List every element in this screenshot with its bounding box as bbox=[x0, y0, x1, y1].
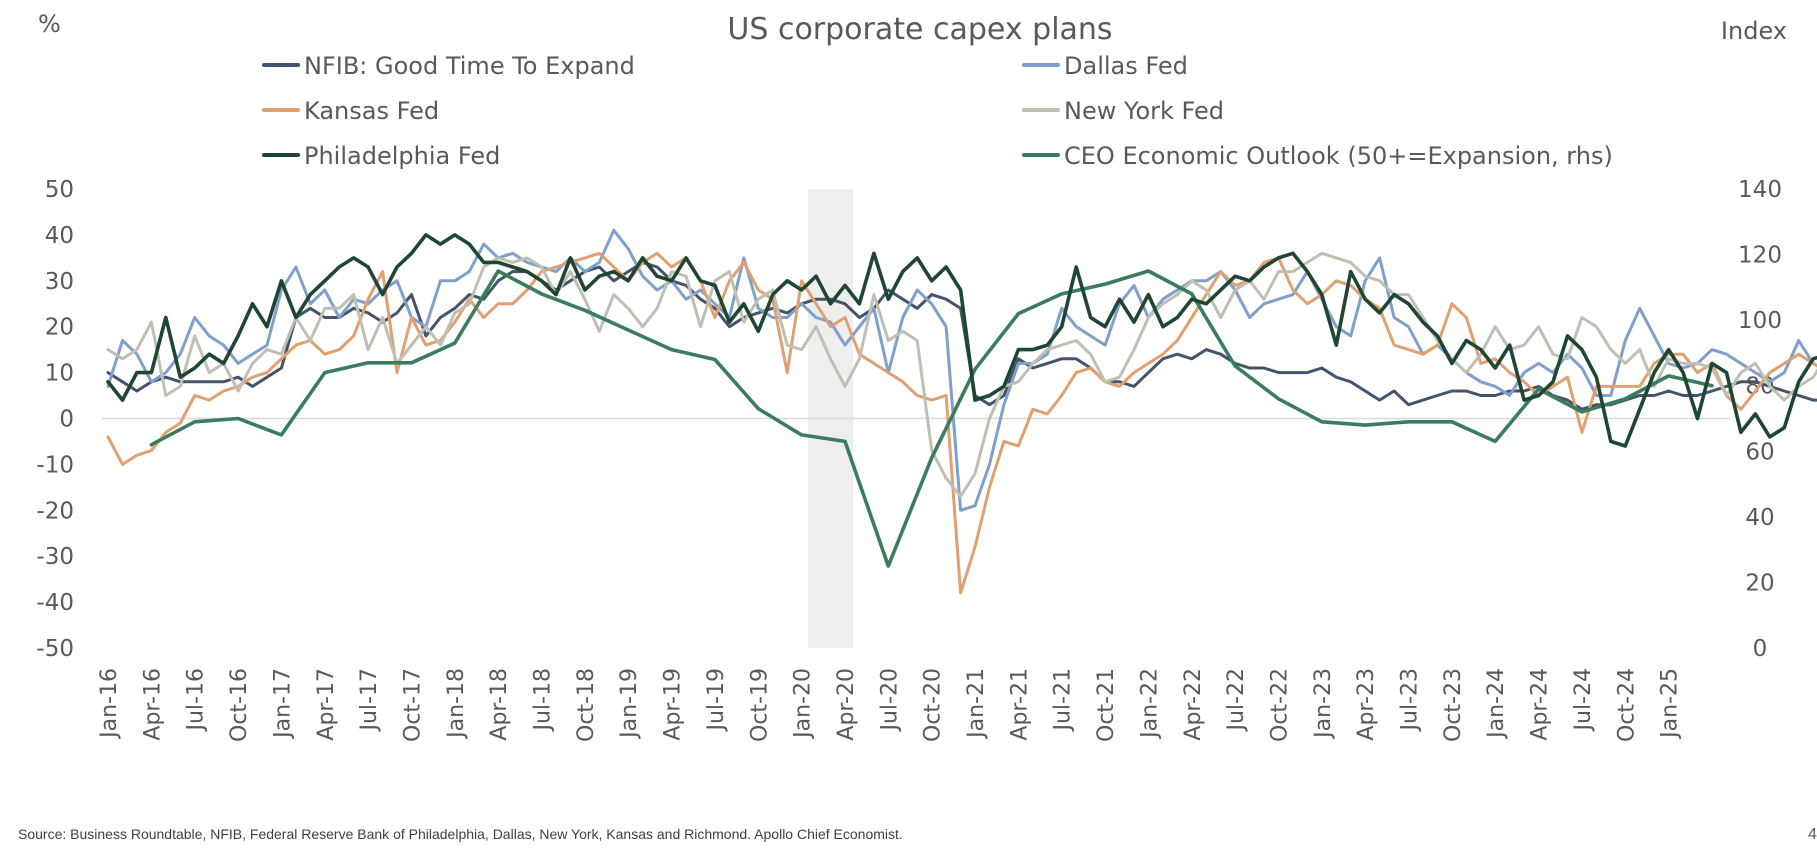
y-tick-left: 30 bbox=[45, 269, 74, 295]
y-tick-left: -20 bbox=[36, 498, 74, 524]
x-tick-label: Apr-17 bbox=[314, 668, 339, 741]
y-axis-left: 50 40 30 20 10 0 -10 -20 -30 -40 -50 bbox=[36, 177, 74, 662]
x-tick-label: Apr-18 bbox=[487, 668, 512, 741]
series-line-1 bbox=[106, 260, 1817, 411]
series-line-4 bbox=[106, 251, 1817, 498]
x-tick-label: Jul-22 bbox=[1224, 668, 1249, 732]
x-axis: Jan-16 Apr-16 Jul-16 Oct-16 Jan-17 Apr-17 Jul-… bbox=[97, 668, 1683, 742]
x-tick-label: Jan-17 bbox=[270, 668, 295, 740]
y-tick-left: 50 bbox=[45, 177, 74, 203]
x-tick-label: Jan-21 bbox=[964, 668, 989, 740]
x-tick-label: Jan-18 bbox=[444, 668, 469, 740]
series-line-3 bbox=[106, 251, 1817, 595]
x-tick-label: Oct-23 bbox=[1441, 668, 1466, 742]
x-tick-label: Jan-19 bbox=[617, 668, 642, 740]
x-tick-label: Apr-19 bbox=[661, 668, 686, 741]
y-tick-left: 40 bbox=[45, 223, 74, 249]
x-tick-label: Jan-16 bbox=[97, 668, 122, 740]
y-tick-right: 140 bbox=[1738, 177, 1782, 203]
y-tick-left: -30 bbox=[36, 544, 74, 570]
y-tick-right: 60 bbox=[1745, 439, 1774, 465]
x-tick-label: Oct-18 bbox=[574, 668, 599, 742]
x-tick-label: Jan-23 bbox=[1311, 668, 1336, 740]
left-axis-unit: % bbox=[38, 10, 61, 38]
y-tick-left: -10 bbox=[36, 452, 74, 478]
y-tick-right: 120 bbox=[1738, 243, 1782, 269]
x-tick-label: Apr-24 bbox=[1528, 668, 1553, 741]
x-tick-label: Jul-21 bbox=[1051, 668, 1076, 732]
legend-label: NFIB: Good Time To Expand bbox=[304, 52, 635, 80]
x-tick-label: Oct-17 bbox=[400, 668, 425, 742]
x-tick-label: Jul-17 bbox=[357, 668, 382, 732]
legend-label: Dallas Fed bbox=[1064, 52, 1188, 80]
y-tick-left: 0 bbox=[59, 407, 74, 433]
page-number: 4 bbox=[1808, 826, 1817, 843]
x-tick-label: Oct-21 bbox=[1094, 668, 1119, 742]
x-tick-label: Oct-20 bbox=[921, 668, 946, 742]
x-tick-label: Apr-21 bbox=[1007, 668, 1032, 741]
legend-label: New York Fed bbox=[1064, 97, 1224, 125]
x-tick-label: Apr-16 bbox=[140, 668, 165, 741]
y-tick-left: -50 bbox=[36, 636, 74, 662]
x-tick-label: Jan-25 bbox=[1658, 668, 1683, 740]
x-tick-label: Oct-16 bbox=[227, 668, 252, 742]
x-tick-label: Apr-20 bbox=[834, 668, 859, 741]
x-tick-label: Jan-22 bbox=[1137, 668, 1162, 740]
chart-title: US corporate capex plans bbox=[727, 12, 1112, 47]
x-tick-label: Jul-20 bbox=[877, 668, 902, 732]
x-tick-label: Jan-20 bbox=[791, 668, 816, 740]
x-tick-label: Oct-24 bbox=[1614, 668, 1639, 742]
x-tick-label: Jul-18 bbox=[531, 668, 556, 732]
legend: NFIB: Good Time To Expand Dallas Fed Kansa… bbox=[262, 52, 1613, 170]
y-tick-right: 40 bbox=[1745, 505, 1774, 531]
series-line-2 bbox=[106, 228, 1817, 512]
x-tick-label: Apr-22 bbox=[1181, 668, 1206, 741]
legend-label: CEO Economic Outlook (50+=Expansion, rhs… bbox=[1064, 142, 1613, 170]
y-tick-right: 100 bbox=[1738, 308, 1782, 334]
y-tick-right: 20 bbox=[1745, 570, 1774, 596]
x-tick-label: Jul-24 bbox=[1571, 668, 1596, 732]
y-tick-left: 10 bbox=[45, 361, 74, 387]
legend-label: Kansas Fed bbox=[304, 97, 439, 125]
series-line-6 bbox=[149, 269, 1714, 568]
x-tick-label: Oct-22 bbox=[1267, 668, 1292, 742]
y-tick-right: 0 bbox=[1753, 636, 1768, 662]
x-tick-label: Jul-23 bbox=[1398, 668, 1423, 732]
x-tick-label: Jan-24 bbox=[1484, 668, 1509, 740]
x-tick-label: Oct-19 bbox=[747, 668, 772, 742]
series-line-5 bbox=[106, 233, 1817, 448]
right-axis-unit: Index bbox=[1721, 17, 1787, 45]
source-note: Source: Business Roundtable, NFIB, Feder… bbox=[18, 826, 903, 842]
y-tick-left: 20 bbox=[45, 315, 74, 341]
x-tick-label: Apr-23 bbox=[1354, 668, 1379, 741]
x-tick-label: Jul-16 bbox=[184, 668, 209, 732]
series-lines bbox=[106, 228, 1817, 595]
x-tick-label: Jul-19 bbox=[704, 668, 729, 732]
legend-label: Philadelphia Fed bbox=[304, 142, 500, 170]
y-tick-left: -40 bbox=[36, 590, 74, 616]
